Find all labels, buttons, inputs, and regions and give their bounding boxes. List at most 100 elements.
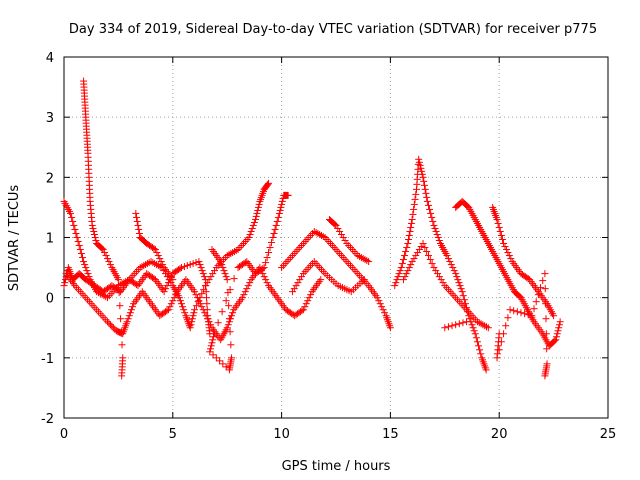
data-point (339, 234, 347, 241)
data-point (92, 237, 100, 245)
data-point (143, 260, 151, 268)
data-point (232, 247, 240, 255)
data-point (230, 275, 238, 283)
data-point (555, 324, 563, 332)
data-point (422, 189, 430, 197)
data-point (241, 259, 249, 267)
data-point (405, 231, 413, 239)
data-point (427, 209, 435, 217)
data-point (459, 319, 467, 327)
data-point (265, 179, 273, 187)
data-point (226, 286, 234, 294)
data-point (209, 351, 217, 359)
data-point (266, 244, 274, 252)
data-point (140, 262, 148, 270)
data-point (178, 300, 186, 308)
data-point (481, 322, 489, 330)
data-point (278, 200, 286, 208)
data-point (443, 252, 451, 260)
data-point (553, 333, 561, 341)
data-point (288, 288, 296, 296)
data-point (188, 318, 196, 326)
data-point (376, 300, 384, 308)
data-point (254, 203, 262, 211)
data-point (169, 297, 177, 305)
data-point (222, 273, 230, 281)
data-point (375, 297, 383, 305)
data-point (135, 229, 143, 237)
data-point (394, 273, 402, 281)
y-tick-label: -1 (41, 352, 54, 367)
data-point (434, 234, 442, 241)
data-point (412, 252, 420, 260)
data-point (407, 223, 415, 231)
data-point (506, 306, 514, 314)
data-point (150, 245, 158, 253)
data-point (230, 248, 238, 256)
data-point (472, 334, 480, 342)
data-point (252, 212, 260, 220)
data-point (134, 221, 142, 229)
data-point (212, 354, 220, 362)
data-point (244, 282, 252, 290)
data-point (142, 261, 150, 269)
data-point (245, 234, 253, 241)
data-point (198, 303, 206, 311)
data-point (209, 333, 217, 341)
data-point (225, 302, 233, 310)
data-point (217, 258, 225, 266)
y-tick-label: 0 (46, 292, 54, 307)
data-point (493, 215, 501, 223)
data-point (88, 221, 96, 229)
data-point (426, 205, 434, 213)
data-point (179, 303, 187, 311)
data-point (392, 279, 400, 287)
data-point (186, 324, 194, 332)
data-point (336, 227, 344, 235)
data-point (126, 309, 134, 317)
data-point (69, 217, 77, 225)
data-point (354, 252, 362, 260)
data-point (196, 261, 204, 269)
data-point (68, 213, 76, 221)
data-point (136, 264, 144, 272)
data-point (556, 318, 564, 326)
y-tick-label: 1 (46, 232, 54, 247)
data-point (260, 273, 268, 281)
data-point (448, 322, 456, 330)
data-point (102, 293, 110, 301)
data-point (305, 294, 313, 302)
data-point (99, 246, 107, 254)
data-point (221, 270, 229, 278)
data-point (176, 297, 184, 305)
data-point (198, 290, 206, 298)
data-point (133, 281, 141, 289)
data-point (260, 264, 268, 272)
data-point (505, 252, 513, 260)
data-point (420, 177, 428, 185)
data-point (153, 249, 161, 257)
data-point (419, 240, 427, 248)
data-point (102, 252, 110, 260)
data-point (426, 256, 434, 264)
data-point (421, 185, 429, 193)
data-point (430, 221, 438, 229)
data-point (166, 276, 174, 284)
data-point (292, 282, 300, 290)
data-point (452, 270, 460, 278)
data-point (186, 261, 194, 269)
data-point (386, 324, 394, 332)
data-point (475, 342, 483, 350)
data-point (225, 366, 233, 374)
data-point (473, 318, 481, 326)
data-point (471, 330, 479, 338)
data-point (304, 297, 312, 305)
data-point (399, 276, 407, 284)
data-point (222, 297, 230, 305)
data-point (270, 229, 278, 237)
data-point (83, 267, 91, 275)
data-point (275, 209, 283, 217)
data-point (423, 197, 431, 205)
data-point (429, 217, 437, 225)
